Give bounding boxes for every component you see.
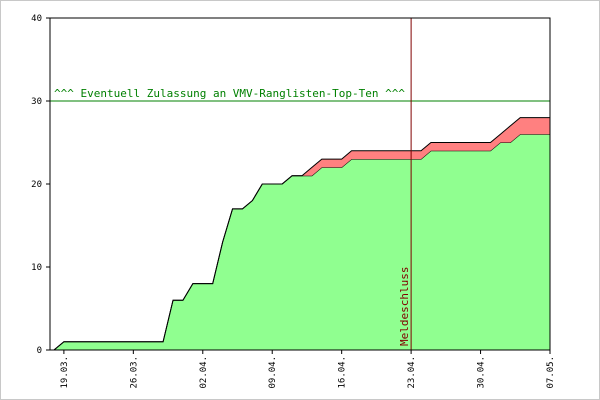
x-tick-label: 07.05. [546,356,556,389]
y-tick-label: 40 [31,14,42,24]
plot-border [49,17,551,351]
area [53,117,550,350]
y-tick-label: 0 [37,346,42,356]
x-tick-label: 02.04. [199,356,209,389]
x-tick-label: 09.04. [268,356,278,389]
y-tick-label: 30 [31,97,42,107]
y-tick-label: 10 [31,263,42,273]
area-outline [53,117,550,351]
x-tick-label: 16.04. [338,356,348,389]
deadline-label: Meldeschluss [398,267,411,346]
area [53,134,550,350]
x-tick-label: 26.03. [129,356,139,389]
y-tick-label: 20 [31,180,42,190]
x-tick-label: 30.04. [477,356,487,389]
x-tick-label: 19.03. [60,356,70,389]
x-tick-label: 23.04. [407,356,417,389]
threshold-label: ^^^ Eventuell Zulassung an VMV-Rangliste… [54,87,405,100]
